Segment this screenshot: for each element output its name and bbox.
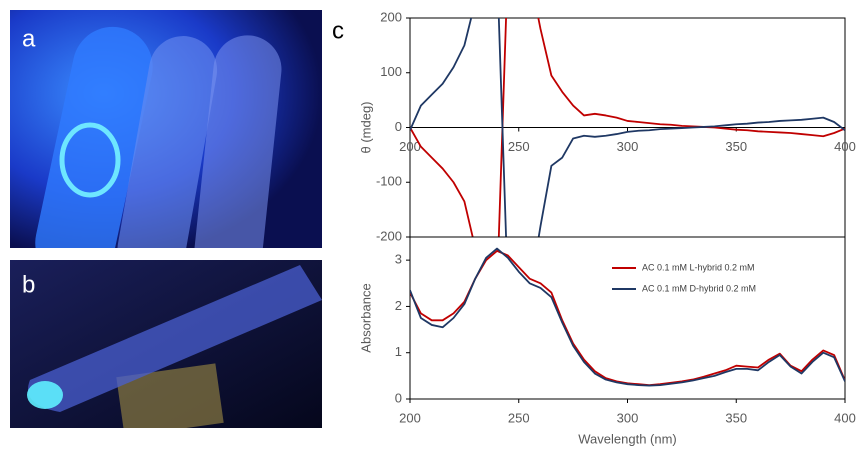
chart: -200 -100 0 100 200 200 250 300 350 400 θ (mdeg) (358, 9, 856, 243)
tube (194, 35, 282, 248)
tube (35, 26, 153, 248)
y-axis-title: Absorbance (358, 283, 373, 352)
x-tick-label: 400 (834, 410, 856, 425)
data-line (410, 249, 845, 387)
y-axis-title: θ (mdeg) (358, 101, 373, 153)
tube (117, 36, 218, 248)
paper (116, 363, 224, 428)
x-tick-label: 300 (617, 139, 639, 154)
photo-b (10, 260, 322, 428)
x-tick-label: 300 (617, 410, 639, 425)
x-tick-label: 250 (508, 410, 530, 425)
series-group (410, 247, 845, 387)
y-tick-label: -200 (376, 228, 402, 243)
charts: -200 -100 0 100 200 200 250 300 350 400 θ (mdeg) 0 1… (358, 9, 856, 446)
panel-label: c (332, 17, 344, 44)
y-tick-label: 0 (395, 390, 402, 405)
x-tick-label: 350 (725, 410, 747, 425)
panel-label: a (22, 25, 36, 52)
chart: 0 1 2 3 200 250 300 350 400 Absorbance Wavelength … (358, 236, 856, 446)
data-line (410, 18, 845, 237)
data-line (410, 18, 845, 237)
y-tick-label: 3 (395, 252, 402, 267)
x-tick-label: 200 (399, 139, 421, 154)
legend-label: AC 0.1 mM D-hybrid 0.2 mM (642, 283, 756, 293)
panel-label: b (22, 271, 35, 298)
y-tick-label: 0 (395, 119, 402, 134)
x-tick-label: 350 (725, 139, 747, 154)
y-tick-label: 1 (395, 344, 402, 359)
glow-ring (59, 122, 121, 198)
x-tick-label: 200 (399, 410, 421, 425)
tube (28, 265, 322, 412)
series-group (410, 18, 845, 237)
photo-a (10, 10, 322, 248)
data-line (410, 247, 845, 387)
plot-frame (409, 236, 846, 400)
y-tick-label: 200 (380, 9, 402, 24)
y-tick-label: 2 (395, 298, 402, 313)
glow-tip (27, 381, 63, 409)
y-tick-label: -100 (376, 174, 402, 189)
y-tick-label: 100 (380, 64, 402, 79)
x-tick-label: 250 (508, 139, 530, 154)
x-axis-title: Wavelength (nm) (578, 431, 677, 446)
legend-label: AC 0.1 mM L-hybrid 0.2 mM (642, 262, 755, 272)
x-tick-label: 400 (834, 139, 856, 154)
